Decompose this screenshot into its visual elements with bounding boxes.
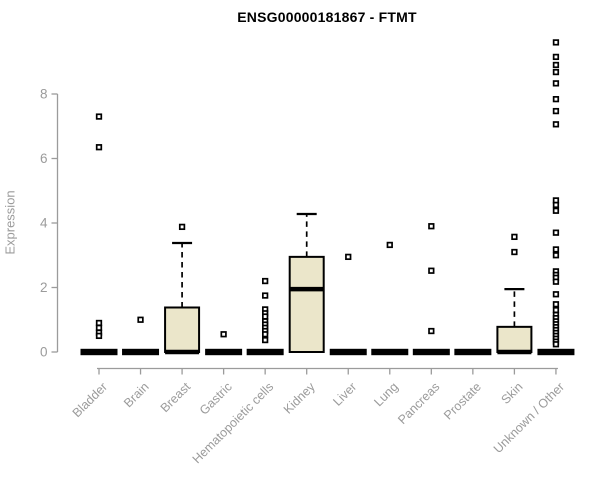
box-collapsed-pancreas	[412, 348, 450, 356]
outlier-unknown-other	[552, 121, 560, 128]
outlier-unknown-other	[552, 246, 560, 253]
outlier-unknown-other	[552, 39, 560, 46]
box-skin	[496, 325, 533, 354]
outlier-unknown-other	[552, 61, 560, 69]
y-tick-label: 4	[40, 216, 48, 231]
box-collapsed-liver	[329, 348, 367, 356]
x-tick-label: Bladder	[70, 380, 110, 420]
outlier-unknown-other	[552, 201, 560, 209]
outlier-hematopoietic-cells	[262, 292, 269, 299]
outlier-unknown-other	[552, 252, 560, 259]
outlier-bladder	[95, 319, 103, 327]
y-tick-label: 8	[40, 87, 48, 102]
x-tick-label: Liver	[330, 380, 359, 409]
outlier-liver	[345, 253, 352, 261]
x-tick-label: Skin	[498, 380, 525, 407]
outlier-bladder	[95, 332, 103, 340]
outlier-unknown-other	[552, 80, 560, 87]
outlier-unknown-other	[552, 68, 560, 76]
box-collapsed-unknown-other	[537, 348, 575, 356]
y-tick-label: 2	[40, 280, 48, 295]
box-collapsed-brain	[122, 348, 160, 356]
outlier-pancreas	[428, 327, 435, 335]
x-tick-label: Gastric	[197, 380, 235, 418]
outlier-gastric	[220, 331, 227, 338]
outlier-unknown-other	[552, 207, 560, 214]
box-collapsed-bladder	[80, 348, 118, 356]
outlier-bladder	[95, 324, 103, 331]
outlier-hematopoietic-cells	[262, 313, 269, 320]
outlier-unknown-other	[552, 107, 560, 115]
outlier-pancreas	[428, 223, 435, 230]
y-tick-label: 6	[40, 151, 48, 166]
outlier-pancreas	[428, 267, 435, 274]
box-collapsed-lung	[371, 348, 409, 356]
x-tick-label: Hematopoietic cells	[190, 380, 277, 467]
outlier-unknown-other	[552, 53, 560, 61]
outlier-bladder	[95, 144, 103, 151]
outlier-unknown-other	[552, 306, 560, 314]
chart-title: ENSG00000181867 - FTMT	[237, 9, 417, 25]
outlier-bladder	[95, 113, 103, 120]
x-tick-label: Breast	[158, 379, 194, 415]
x-tick-label: Brain	[121, 380, 152, 411]
x-tick-label: Kidney	[281, 379, 318, 416]
outlier-hematopoietic-cells	[262, 331, 269, 338]
outlier-unknown-other	[552, 291, 560, 298]
outlier-hematopoietic-cells	[262, 336, 269, 344]
x-tick-label: Prostate	[441, 380, 484, 423]
box-kidney	[288, 255, 325, 353]
x-tick-label: Unknown / Other	[491, 380, 567, 456]
x-tick-label: Pancreas	[395, 380, 442, 427]
x-tick-label: Lung	[371, 380, 401, 410]
outlier-skin	[511, 248, 518, 256]
outlier-unknown-other	[552, 301, 560, 308]
box-collapsed-hematopoietic-cells	[246, 348, 284, 356]
box-breast	[164, 306, 201, 353]
y-tick-label: 0	[40, 345, 48, 360]
outlier-brain	[137, 316, 144, 323]
outlier-lung	[386, 241, 393, 249]
outlier-breast	[178, 223, 186, 231]
outlier-unknown-other	[552, 278, 560, 285]
outlier-unknown-other	[552, 341, 560, 348]
outlier-skin	[511, 233, 518, 241]
outlier-unknown-other	[552, 229, 560, 236]
outlier-hematopoietic-cells	[262, 277, 269, 285]
box-collapsed-prostate	[454, 348, 492, 356]
box-collapsed-gastric	[205, 348, 243, 356]
outlier-unknown-other	[552, 96, 560, 103]
